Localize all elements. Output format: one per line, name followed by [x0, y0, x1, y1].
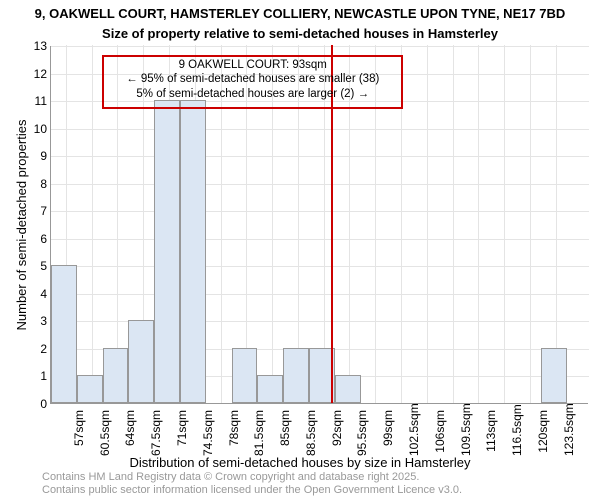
x-tick-label: 102.5sqm [407, 410, 421, 456]
x-tick-label: 92sqm [330, 410, 344, 456]
gridline-horizontal [51, 294, 589, 295]
x-tick-label: 67.5sqm [149, 410, 163, 456]
footer-line-1: Contains HM Land Registry data © Crown c… [42, 471, 462, 485]
y-tick-label: 9 [25, 149, 47, 163]
gridline-vertical [504, 45, 505, 403]
x-tick-label: 81.5sqm [252, 410, 266, 456]
gridline-horizontal [51, 184, 589, 185]
plot-area: 01234567891011121357sqm60.5sqm64sqm67.5s… [50, 46, 588, 404]
gridline-vertical [92, 45, 93, 403]
chart-title-sub: Size of property relative to semi-detach… [0, 26, 600, 41]
histogram-bar [541, 348, 567, 403]
histogram-bar [103, 348, 129, 403]
histogram-bar [283, 348, 309, 403]
y-tick-label: 5 [25, 259, 47, 273]
gridline-horizontal [51, 239, 589, 240]
x-tick-label: 113sqm [484, 410, 498, 456]
gridline-horizontal [51, 156, 589, 157]
footer-attribution: Contains HM Land Registry data © Crown c… [42, 471, 462, 499]
x-tick-label: 116.5sqm [510, 410, 524, 456]
x-tick-label: 60.5sqm [98, 410, 112, 456]
gridline-vertical [427, 45, 428, 403]
histogram-bar [77, 375, 103, 403]
x-tick-label: 95.5sqm [355, 410, 369, 456]
histogram-bar [257, 375, 283, 403]
x-tick-label: 120sqm [536, 410, 550, 456]
histogram-bar [335, 375, 361, 403]
histogram-bar [51, 265, 77, 403]
histogram-bar [180, 100, 206, 403]
y-tick-label: 8 [25, 177, 47, 191]
x-tick-label: 88.5sqm [304, 410, 318, 456]
x-tick-label: 106sqm [433, 410, 447, 456]
x-tick-label: 99sqm [381, 410, 395, 456]
y-tick-label: 7 [25, 204, 47, 218]
y-tick-label: 2 [25, 342, 47, 356]
y-tick-label: 0 [25, 397, 47, 411]
x-tick-label: 78sqm [227, 410, 241, 456]
y-tick-label: 1 [25, 369, 47, 383]
gridline-vertical [453, 45, 454, 403]
chart-title-main: 9, OAKWELL COURT, HAMSTERLEY COLLIERY, N… [0, 6, 600, 21]
x-tick-label: 64sqm [123, 410, 137, 456]
annotation-line: ← 95% of semi-detached houses are smalle… [106, 72, 399, 86]
x-tick-label: 74.5sqm [201, 410, 215, 456]
annotation-line: 9 OAKWELL COURT: 93sqm [106, 58, 399, 72]
y-tick-label: 12 [25, 67, 47, 81]
gridline-horizontal [51, 129, 589, 130]
annotation-box: 9 OAKWELL COURT: 93sqm← 95% of semi-deta… [102, 55, 403, 109]
y-tick-label: 10 [25, 122, 47, 136]
gridline-horizontal [51, 211, 589, 212]
chart-container: { "title_main": "9, OAKWELL COURT, HAMST… [0, 0, 600, 500]
gridline-horizontal [51, 46, 589, 47]
y-tick-label: 13 [25, 39, 47, 53]
y-tick-label: 11 [25, 94, 47, 108]
histogram-bar [154, 100, 180, 403]
histogram-bar [232, 348, 258, 403]
gridline-vertical [530, 45, 531, 403]
x-axis-title: Distribution of semi-detached houses by … [0, 455, 600, 470]
footer-line-2: Contains public sector information licen… [42, 484, 462, 498]
gridline-horizontal [51, 266, 589, 267]
gridline-vertical [478, 45, 479, 403]
x-tick-label: 109.5sqm [459, 410, 473, 456]
y-tick-label: 4 [25, 287, 47, 301]
x-tick-label: 71sqm [175, 410, 189, 456]
y-tick-label: 6 [25, 232, 47, 246]
x-tick-label: 57sqm [72, 410, 86, 456]
x-tick-label: 123.5sqm [562, 410, 576, 456]
annotation-line: 5% of semi-detached houses are larger (2… [106, 87, 399, 101]
histogram-bar [128, 320, 154, 403]
x-tick-label: 85sqm [278, 410, 292, 456]
y-tick-label: 3 [25, 314, 47, 328]
